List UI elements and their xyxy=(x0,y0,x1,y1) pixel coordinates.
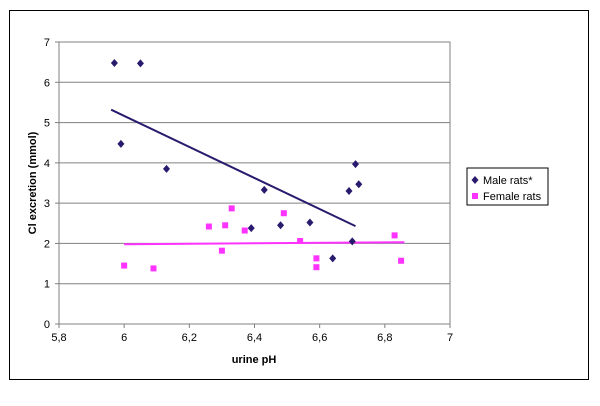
female-rat-point xyxy=(313,264,320,271)
female-rat-point xyxy=(297,238,304,245)
male-rat-point xyxy=(355,180,363,189)
legend-label: Male rats* xyxy=(483,175,533,187)
female-rat-point xyxy=(228,205,235,212)
x-tick-label: 6 xyxy=(121,332,127,344)
female-rat-point xyxy=(121,262,128,269)
male-rat-point xyxy=(306,218,314,227)
male-rat-point xyxy=(136,59,144,68)
y-tick-label: 6 xyxy=(44,77,50,89)
legend-label: Female rats xyxy=(483,191,542,203)
male-rat-point xyxy=(117,139,125,148)
data-points xyxy=(110,58,405,272)
x-tick-label: 6,2 xyxy=(182,332,197,344)
male-rat-point xyxy=(163,164,171,173)
trend-line xyxy=(124,241,405,246)
legend-box xyxy=(466,167,549,206)
y-tick-label: 3 xyxy=(44,198,50,210)
x-tick-label: 6,4 xyxy=(247,332,262,344)
male-rat-point xyxy=(348,237,356,246)
y-tick-label: 5 xyxy=(44,118,50,130)
male-rat-point xyxy=(247,224,255,233)
y-tick-label: 1 xyxy=(44,279,50,291)
x-tick-label: 5,8 xyxy=(51,332,66,344)
legend-marker xyxy=(471,176,479,184)
female-rat-point xyxy=(205,223,212,230)
y-tick-label: 2 xyxy=(44,238,50,250)
legend-marker xyxy=(472,193,478,199)
male-rat-point xyxy=(277,221,285,230)
female-rat-point xyxy=(222,222,229,229)
y-tick-label: 0 xyxy=(44,319,50,331)
y-tick-label: 4 xyxy=(44,158,50,170)
plot-area xyxy=(58,41,451,325)
female-rat-point xyxy=(280,210,287,217)
female-rat-point xyxy=(313,255,320,262)
male-rat-point xyxy=(260,185,268,194)
female-rat-point xyxy=(241,227,248,234)
trend-line xyxy=(110,108,356,228)
x-tick-label: 6,8 xyxy=(377,332,392,344)
x-tick-label: 7 xyxy=(447,332,453,344)
trend-lines xyxy=(110,108,405,246)
female-rat-point xyxy=(218,247,225,254)
legend: Male rats* Female rats xyxy=(466,167,549,206)
x-tick-labels: 5,8 6 6,2 6,4 6,6 6,8 7 xyxy=(51,332,453,344)
male-rat-point xyxy=(352,160,360,169)
x-axis-title: urine pH xyxy=(232,354,277,366)
grid-lines xyxy=(55,41,451,328)
y-tick-label: 7 xyxy=(44,37,50,49)
male-rat-point xyxy=(345,187,353,196)
female-rat-point xyxy=(391,232,398,239)
y-tick-labels: 0 1 2 3 4 5 6 7 xyxy=(44,37,50,331)
male-rat-point xyxy=(110,58,118,67)
x-tick-label: 6,6 xyxy=(312,332,327,344)
male-rat-point xyxy=(329,254,337,263)
female-rat-point xyxy=(398,257,405,264)
female-rat-point xyxy=(150,265,157,272)
y-axis-title: Cl excretion (mmol) xyxy=(27,131,39,234)
